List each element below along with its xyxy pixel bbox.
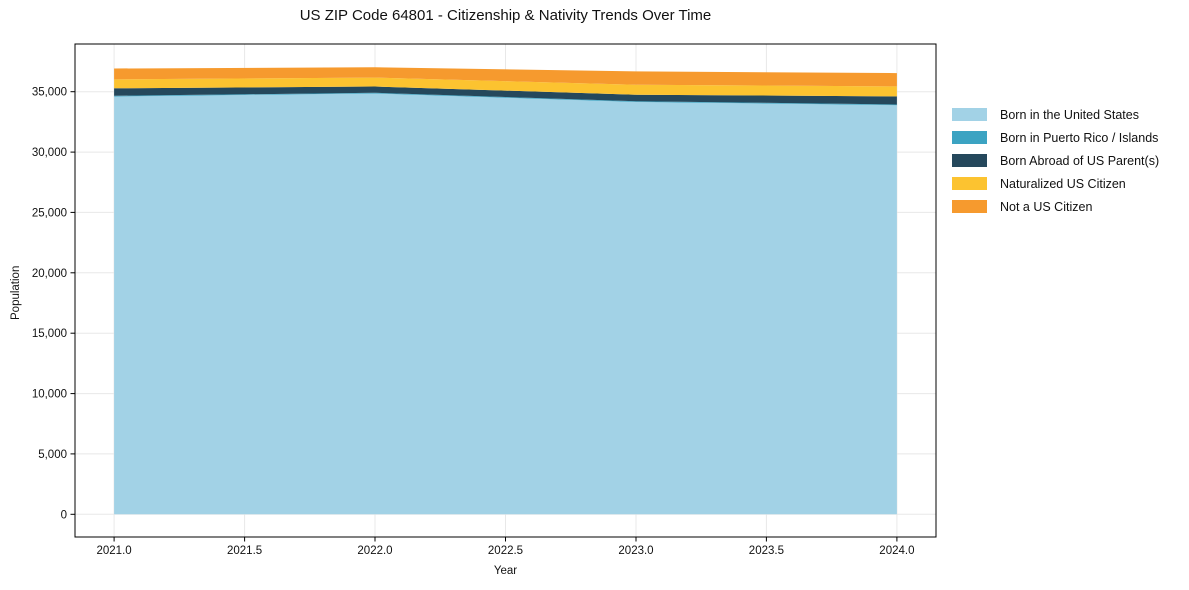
legend-swatch: [952, 177, 987, 190]
y-tick-label: 10,000: [32, 389, 67, 401]
area-series-1: [114, 92, 897, 106]
x-tick-label: 2022.0: [357, 545, 392, 557]
area-series-0: [114, 93, 897, 515]
legend-swatch: [952, 154, 987, 167]
x-tick-label: 2022.5: [488, 545, 523, 557]
legend-swatch: [952, 200, 987, 213]
legend-item: Naturalized US Citizen: [952, 176, 1159, 191]
x-axis-label: Year: [493, 565, 518, 577]
y-tick-label: 20,000: [32, 268, 67, 280]
legend-label: Naturalized US Citizen: [1000, 176, 1126, 191]
legend-swatch: [952, 131, 987, 144]
y-tick-label: 35,000: [32, 87, 67, 99]
legend-item: Born in the United States: [952, 107, 1159, 122]
area-series-2: [114, 86, 897, 105]
x-tick-label: 2023.5: [749, 545, 784, 557]
legend-label: Born in the United States: [1000, 107, 1139, 122]
y-tick-label: 30,000: [32, 147, 67, 159]
x-tick-label: 2021.5: [227, 545, 262, 557]
y-tick-label: 0: [61, 509, 67, 521]
chart-title: US ZIP Code 64801 - Citizenship & Nativi…: [299, 7, 712, 24]
y-tick-label: 5,000: [38, 449, 67, 461]
legend-swatch: [952, 108, 987, 121]
y-tick-label: 25,000: [32, 207, 67, 219]
area-series-4: [114, 67, 897, 87]
legend-item: Not a US Citizen: [952, 199, 1159, 214]
area-series-3: [114, 77, 897, 97]
x-tick-label: 2021.0: [97, 545, 132, 557]
legend-label: Born Abroad of US Parent(s): [1000, 153, 1160, 168]
legend-label: Not a US Citizen: [1000, 199, 1093, 214]
legend-item: Born in Puerto Rico / Islands: [952, 130, 1159, 145]
y-tick-label: 15,000: [32, 328, 67, 340]
x-tick-label: 2024.0: [879, 545, 914, 557]
legend-item: Born Abroad of US Parent(s): [952, 153, 1160, 168]
y-axis-label: Population: [10, 265, 22, 320]
x-tick-label: 2023.0: [618, 545, 653, 557]
legend: Born in the United States Born in Puerto …: [952, 108, 1159, 223]
legend-label: Born in Puerto Rico / Islands: [1000, 130, 1159, 145]
